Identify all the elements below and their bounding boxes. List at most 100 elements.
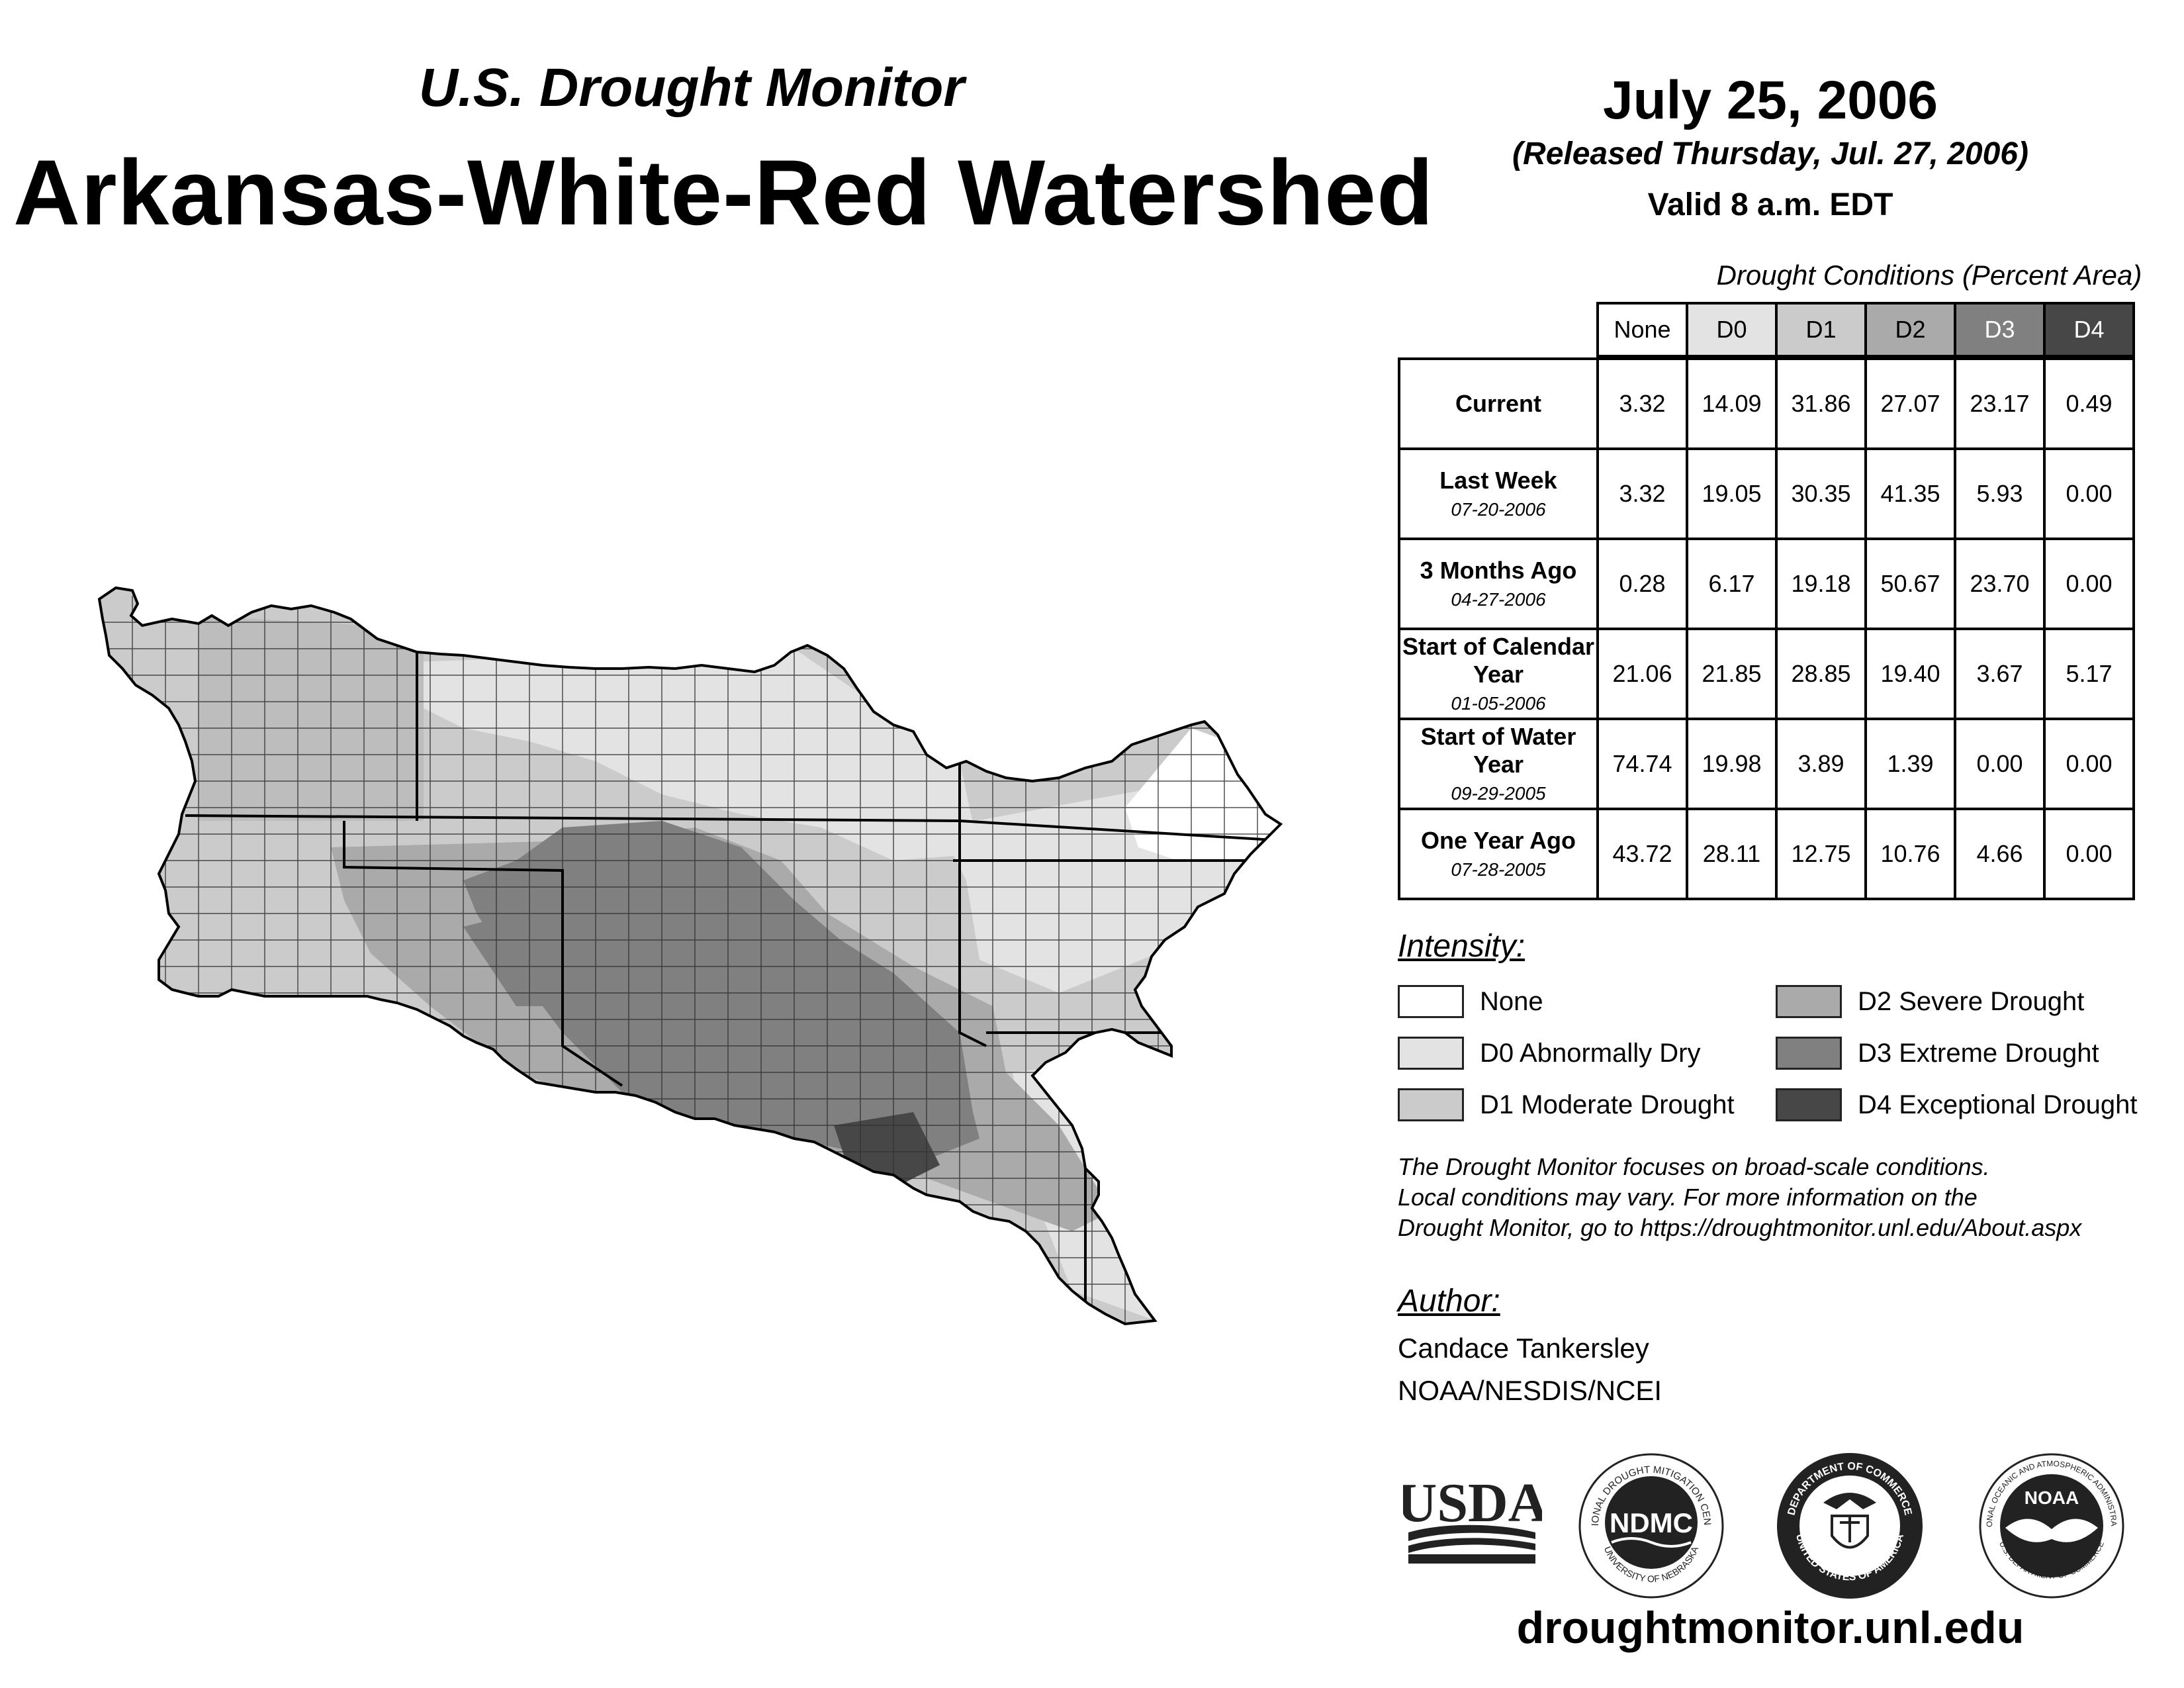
table-cell: 30.35 [1775, 447, 1867, 540]
usda-logo: USDA [1403, 1472, 1542, 1564]
legend-title: Intensity: [1398, 929, 1525, 964]
table-cell: 1.39 [1864, 718, 1956, 810]
table-cell: 27.07 [1864, 357, 1956, 450]
legend-swatch [1776, 1088, 1842, 1121]
usda-logo-text: USDA [1403, 1472, 1542, 1534]
row-date: 09-29-2005 [1451, 783, 1546, 804]
drought-map [97, 586, 1283, 1326]
table-cell: 50.67 [1864, 538, 1956, 630]
row-label-text: Start of Calendar Year [1402, 633, 1595, 688]
table-cell: 23.17 [1954, 357, 2046, 450]
row-date: 07-20-2006 [1451, 499, 1546, 520]
info-note: The Drought Monitor focuses on broad-sca… [1398, 1152, 2179, 1243]
table-cell: 74.74 [1596, 718, 1688, 810]
col-header-d0: D0 [1686, 302, 1778, 357]
table-caption: Drought Conditions (Percent Area) [1716, 259, 2142, 291]
table-corner [1399, 303, 1598, 356]
table-cell: 19.98 [1686, 718, 1778, 810]
note-line: The Drought Monitor focuses on broad-sca… [1398, 1153, 1990, 1180]
table-row: Start of Calendar Year 01-05-2006 21.06 21.… [1398, 628, 2135, 720]
legend-item: None [1398, 984, 1543, 1019]
table-cell: 31.86 [1775, 357, 1867, 450]
commerce-logo: DEPARTMENT OF COMMERCE UNITED STATES OF … [1777, 1453, 1923, 1599]
drought-conditions-table: None D0 D1 D2 D3 D4 Current 3.32 14.09 31.8… [1398, 302, 2135, 900]
table-cell: 6.17 [1686, 538, 1778, 630]
legend-item: D4 Exceptional Drought [1776, 1088, 2137, 1122]
legend-label: D1 Moderate Drought [1480, 1090, 1735, 1119]
table-cell: 0.00 [2043, 447, 2135, 540]
author-title: Author: [1398, 1284, 1500, 1319]
table-cell: 43.72 [1596, 808, 1688, 900]
table-cell: 3.32 [1596, 357, 1688, 450]
row-label: Start of Water Year 09-29-2005 [1398, 718, 1599, 810]
table-cell: 0.00 [2043, 538, 2135, 630]
author-org: NOAA/NESDIS/NCEI [1398, 1375, 1662, 1406]
col-header-none: None [1596, 302, 1688, 357]
row-label: Current [1398, 357, 1599, 450]
legend-label: D0 Abnormally Dry [1480, 1038, 1701, 1068]
row-label: Start of Calendar Year 01-05-2006 [1398, 628, 1599, 720]
legend-label: None [1480, 986, 1543, 1016]
table-cell: 28.85 [1775, 628, 1867, 720]
row-date: 01-05-2006 [1451, 693, 1546, 714]
table-cell: 0.28 [1596, 538, 1688, 630]
table-cell: 41.35 [1864, 447, 1956, 540]
row-label-text: 3 Months Ago [1420, 557, 1577, 584]
note-line: Drought Monitor, go to https://droughtmo… [1398, 1214, 2082, 1241]
table-cell: 19.40 [1864, 628, 1956, 720]
author-name: Candace Tankersley [1398, 1333, 1649, 1364]
table-cell: 3.67 [1954, 628, 2046, 720]
author-block: Candace Tankersley NOAA/NESDIS/NCEI [1398, 1327, 1662, 1412]
table-body: Current 3.32 14.09 31.86 27.07 23.17 0.49 Last … [1398, 357, 2135, 900]
row-label: 3 Months Ago 04-27-2006 [1398, 538, 1599, 630]
noaa-logo-text: NOAA [2025, 1487, 2079, 1508]
row-label-text: One Year Ago [1420, 827, 1576, 854]
table-cell: 10.76 [1864, 808, 1956, 900]
legend-item: D0 Abnormally Dry [1398, 1036, 1700, 1070]
note-line: Local conditions may vary. For more info… [1398, 1184, 1978, 1211]
table-cell: 3.32 [1596, 447, 1688, 540]
table-cell: 28.11 [1686, 808, 1778, 900]
noaa-logo: NATIONAL OCEANIC AND ATMOSPHERIC ADMINIS… [1976, 1450, 2124, 1599]
legend-swatch [1398, 1037, 1464, 1070]
ndmc-logo-text: NDMC [1610, 1507, 1693, 1538]
col-header-d1: D1 [1775, 302, 1867, 357]
ndmc-logo: NATIONAL DROUGHT MITIGATION CENTER UNIVE… [1575, 1450, 1724, 1599]
legend-item: D1 Moderate Drought [1398, 1088, 1735, 1122]
legend-swatch [1776, 1037, 1842, 1070]
table-cell: 5.17 [2043, 628, 2135, 720]
map-date: July 25, 2006 [1602, 70, 1938, 130]
table-row: Last Week 07-20-2006 3.32 19.05 30.35 41.35 5.… [1398, 447, 2135, 540]
table-cell: 0.00 [1954, 718, 2046, 810]
table-cell: 0.00 [2043, 808, 2135, 900]
legend-swatch [1398, 1088, 1464, 1121]
row-date: 07-28-2005 [1451, 859, 1546, 880]
table-cell: 0.49 [2043, 357, 2135, 450]
table-row: Current 3.32 14.09 31.86 27.07 23.17 0.49 [1398, 357, 2135, 450]
table-row: Start of Water Year 09-29-2005 74.74 19.98 3… [1398, 718, 2135, 810]
table-cell: 3.89 [1775, 718, 1867, 810]
table-cell: 0.00 [2043, 718, 2135, 810]
row-label-text: Last Week [1439, 467, 1557, 494]
row-date: 04-27-2006 [1451, 589, 1546, 610]
legend-item: D2 Severe Drought [1776, 984, 2084, 1019]
footer-url[interactable]: droughtmonitor.unl.edu [1516, 1603, 2025, 1653]
table-header-row: None D0 D1 D2 D3 D4 [1399, 302, 2135, 357]
legend-label: D2 Severe Drought [1858, 986, 2085, 1016]
table-cell: 5.93 [1954, 447, 2046, 540]
row-label-text: Current [1455, 390, 1541, 417]
table-row: 3 Months Ago 04-27-2006 0.28 6.17 19.18 50.67… [1398, 538, 2135, 630]
table-cell: 23.70 [1954, 538, 2046, 630]
row-label-text: Start of Water Year [1420, 723, 1576, 778]
row-label: Last Week 07-20-2006 [1398, 447, 1599, 540]
table-row: One Year Ago 07-28-2005 43.72 28.11 12.75 10.… [1398, 808, 2135, 900]
table-cell: 21.06 [1596, 628, 1688, 720]
table-cell: 4.66 [1954, 808, 2046, 900]
legend-label: D3 Extreme Drought [1858, 1038, 2099, 1068]
legend-label: D4 Exceptional Drought [1858, 1090, 2138, 1119]
col-header-d2: D2 [1864, 302, 1956, 357]
legend-swatch [1776, 985, 1842, 1018]
table-cell: 19.18 [1775, 538, 1867, 630]
legend-item: D3 Extreme Drought [1776, 1036, 2099, 1070]
table-cell: 14.09 [1686, 357, 1778, 450]
